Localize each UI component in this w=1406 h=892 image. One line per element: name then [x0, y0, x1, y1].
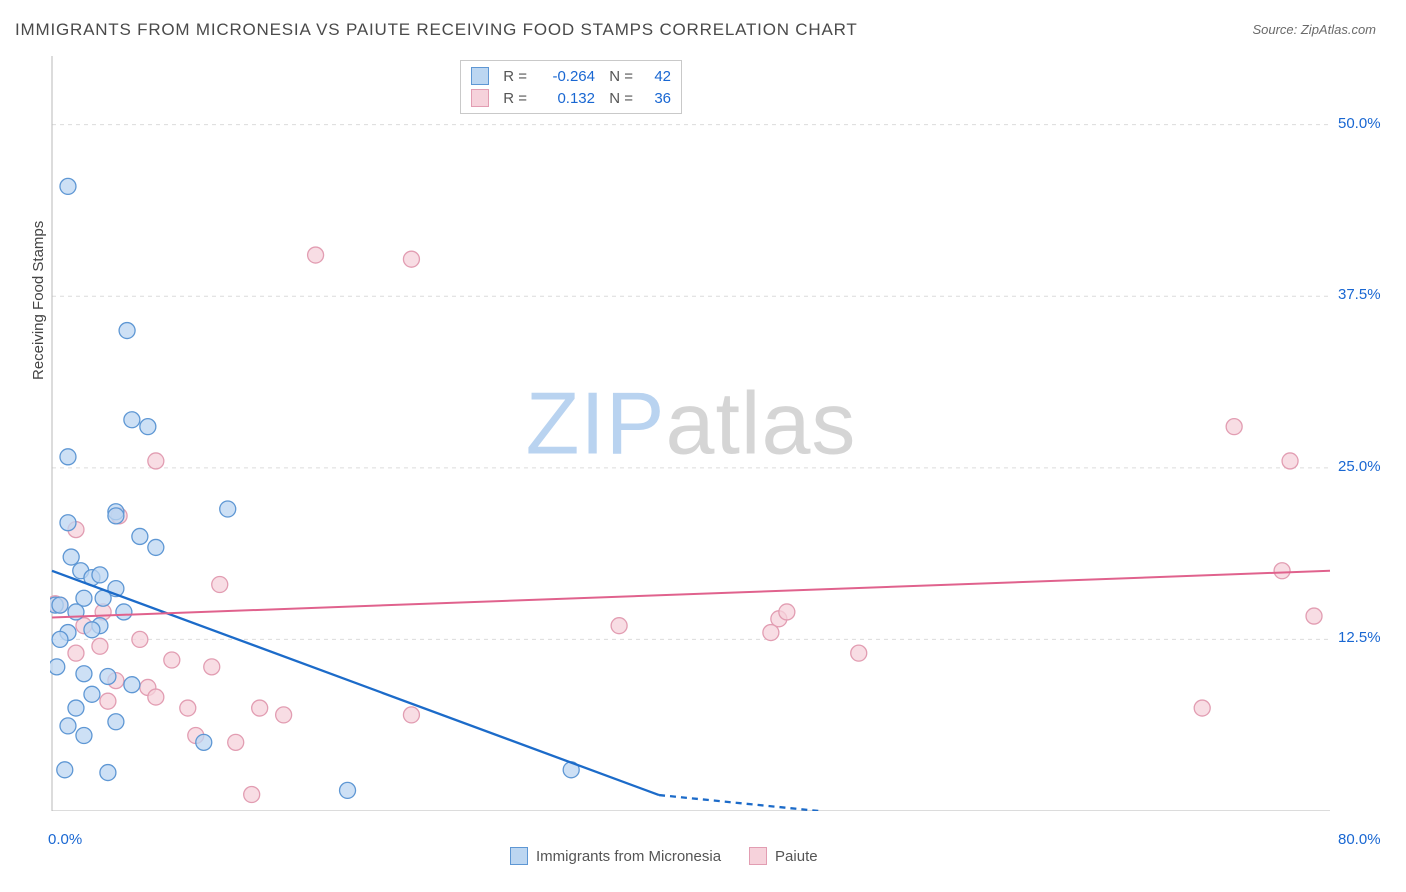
y-axis-label: Receiving Food Stamps — [30, 221, 47, 380]
axis-tick-label: 12.5% — [1338, 629, 1381, 646]
chart-title: IMMIGRANTS FROM MICRONESIA VS PAIUTE REC… — [15, 20, 858, 40]
legend-n-label: N = — [603, 68, 633, 85]
legend-label: Immigrants from Micronesia — [536, 848, 721, 865]
legend-r-label: R = — [497, 68, 527, 85]
legend-n-value: 42 — [641, 68, 671, 85]
axis-tick-label: 50.0% — [1338, 115, 1381, 132]
axis-tick-label: 25.0% — [1338, 458, 1381, 475]
svg-text:ZIPatlas: ZIPatlas — [526, 374, 857, 473]
legend-series: Immigrants from Micronesia Paiute — [510, 847, 818, 865]
legend-r-label: R = — [497, 90, 527, 107]
legend-label: Paiute — [775, 848, 818, 865]
scatter-plot: ZIPatlas — [50, 56, 1380, 811]
legend-n-value: 36 — [641, 90, 671, 107]
legend-swatch — [749, 847, 767, 865]
legend-correlation: R = -0.264 N = 42 R = 0.132 N = 36 — [460, 60, 682, 114]
legend-swatch — [471, 67, 489, 85]
chart-svg: ZIPatlas — [50, 56, 1380, 811]
legend-r-value: -0.264 — [535, 68, 595, 85]
axis-tick-label: 0.0% — [48, 831, 82, 848]
legend-swatch — [471, 89, 489, 107]
legend-swatch — [510, 847, 528, 865]
legend-r-value: 0.132 — [535, 90, 595, 107]
legend-n-label: N = — [603, 90, 633, 107]
axis-tick-label: 37.5% — [1338, 286, 1381, 303]
axis-tick-label: 80.0% — [1338, 831, 1381, 848]
source-credit: Source: ZipAtlas.com — [1252, 22, 1376, 37]
